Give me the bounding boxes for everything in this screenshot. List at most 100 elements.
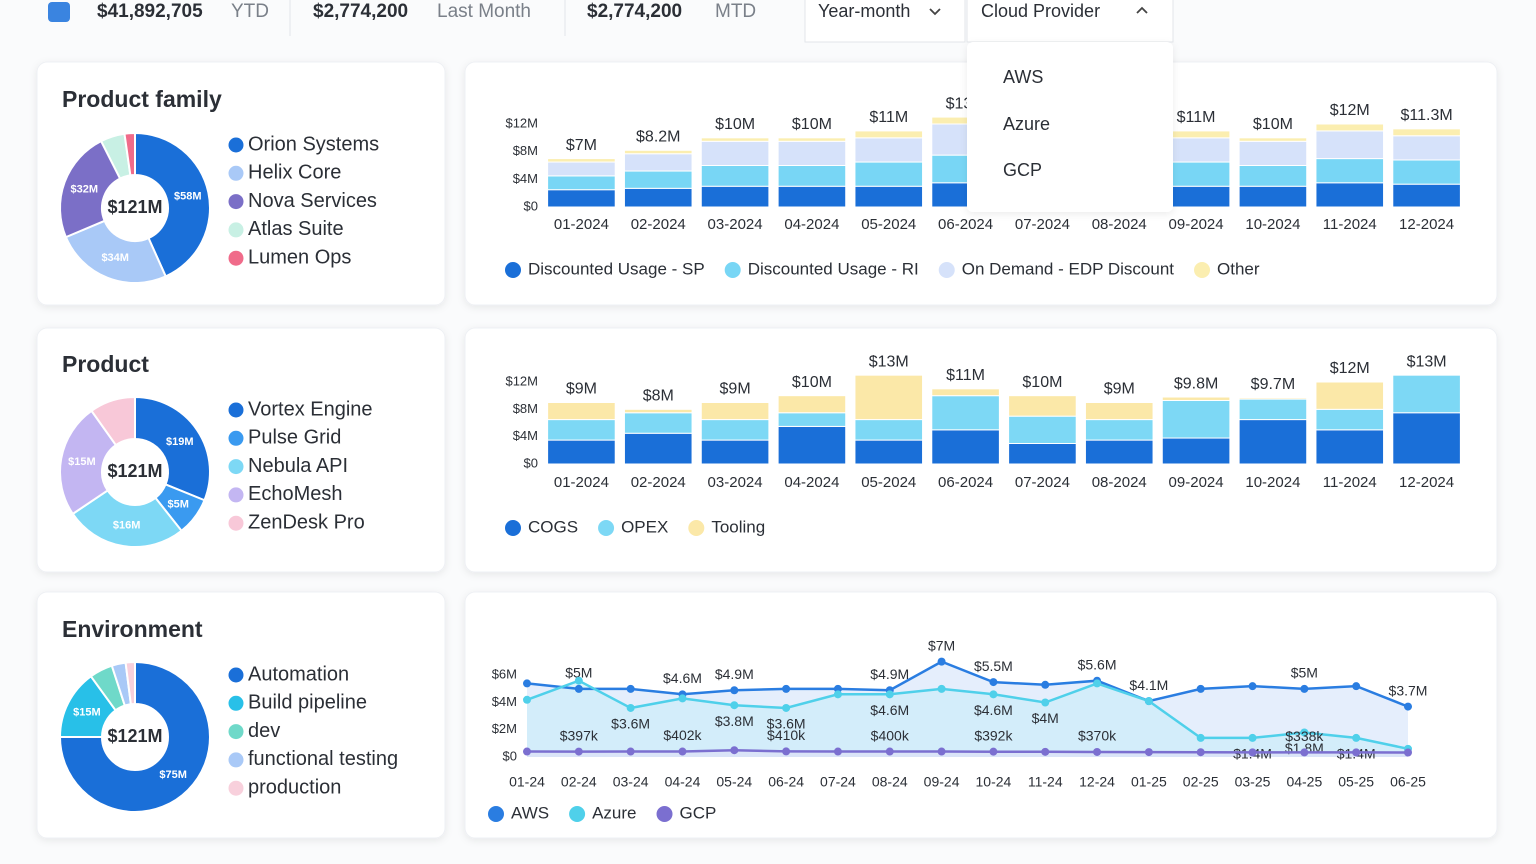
x-tick-label: 02-2024 (631, 474, 686, 491)
x-tick-label: 12-24 (1079, 774, 1115, 790)
legend-label: Vortex Engine (248, 398, 373, 420)
x-tick-label: 03-2024 (708, 216, 763, 233)
bar-segment (700, 439, 770, 465)
donut-slice (64, 219, 168, 284)
legend-marker (228, 194, 244, 210)
x-tick-label: 02-24 (561, 774, 597, 790)
total-label: $8M (643, 388, 674, 405)
bar-segment (700, 137, 770, 142)
menu-item[interactable]: AWS (1003, 67, 1043, 87)
line (526, 748, 1409, 754)
slice-label: $34M (101, 252, 129, 264)
point (1196, 748, 1205, 757)
legend-marker (505, 520, 521, 536)
x-tick-label: 04-2024 (784, 474, 839, 491)
bar-segment (1161, 161, 1231, 187)
legend-label: ZenDesk Pro (248, 511, 365, 533)
legend-marker (505, 262, 521, 278)
bar-segment (623, 408, 693, 414)
total-label: $11M (946, 367, 985, 384)
x-tick-label: 06-2024 (938, 474, 993, 491)
bar-segment (1084, 419, 1154, 441)
data-label: $4M (1032, 710, 1059, 726)
point (782, 747, 791, 756)
legend-marker (228, 752, 244, 768)
data-label: $4.9M (715, 666, 754, 682)
chevron[interactable] (1136, 6, 1148, 14)
point (574, 747, 583, 756)
bar-segment (931, 388, 1000, 397)
slice-label: $58M (174, 191, 202, 203)
slice-label: $15M (73, 706, 101, 718)
bar-segment (623, 432, 693, 465)
bar-segment (1238, 397, 1308, 400)
bar-segment (700, 165, 770, 187)
point (523, 679, 531, 688)
bar-segment (854, 439, 924, 465)
legend-label: dev (248, 720, 280, 742)
point (574, 684, 583, 693)
bar-segment (777, 137, 847, 142)
y-tick-label: $8M (513, 401, 538, 416)
total-label: $9.8M (1174, 375, 1218, 392)
select-label[interactable]: Cloud Provider (981, 1, 1100, 21)
bar-segment (1238, 140, 1308, 167)
slice-label: $15M (68, 456, 96, 468)
y-tick-label: $0 (524, 198, 538, 213)
x-tick-label: 11-2024 (1323, 474, 1377, 491)
x-tick-label: 01-2024 (554, 216, 609, 233)
bar-segment (1161, 137, 1231, 163)
bar-segment (1238, 398, 1308, 421)
bar-segment (1392, 135, 1461, 161)
point (1248, 733, 1257, 742)
x-tick-label: 12-2024 (1399, 474, 1454, 491)
menu-item[interactable]: GCP (1003, 160, 1042, 180)
dropdown-menu: AWS Azure GCP (967, 42, 1173, 212)
point (937, 684, 946, 693)
slice-label: $16M (113, 519, 141, 531)
legend-marker (228, 430, 244, 446)
slice-label: $32M (71, 183, 99, 195)
x-tick-label: 05-24 (716, 774, 752, 790)
slice-label: $5M (167, 498, 188, 510)
data-label: $4.6M (663, 670, 702, 686)
donut-slice (123, 131, 136, 177)
data-label: $392k (974, 727, 1013, 743)
y-tick-label: $6M (492, 667, 517, 682)
donut-slice (58, 660, 211, 813)
area (527, 750, 1408, 757)
select-box[interactable] (966, 0, 1174, 43)
menu-panel (967, 42, 1173, 212)
bar-segment (1161, 437, 1231, 465)
menu-item[interactable]: Azure (1003, 114, 1050, 134)
select-box[interactable] (804, 0, 966, 43)
total-label: $12M (1330, 102, 1370, 119)
legend-marker (228, 695, 244, 711)
x-tick-label: 08-2024 (1092, 216, 1147, 233)
legend-label: GCP (680, 803, 717, 822)
legend-label: production (248, 776, 341, 798)
x-tick-label: 05-2024 (861, 216, 916, 233)
year-month-select[interactable]: Year-month (804, 0, 966, 43)
point (989, 678, 998, 687)
total-label: $11.3M (1400, 107, 1452, 124)
cloud-provider-select[interactable]: Cloud Provider (966, 0, 1174, 43)
bar-segment (1008, 443, 1077, 465)
chevron[interactable] (929, 8, 941, 16)
point (885, 747, 894, 756)
donut-slice (71, 489, 183, 548)
bar-segment (1238, 137, 1308, 142)
select-label[interactable]: Year-month (818, 1, 910, 21)
x-tick-label: 08-24 (872, 774, 908, 790)
bar-segment (1315, 130, 1385, 160)
bar-segment (1238, 419, 1308, 465)
total-label: $10M (1253, 116, 1293, 133)
point (678, 747, 687, 756)
legend-marker (1194, 262, 1211, 278)
total-label: $9.7M (1251, 376, 1295, 393)
legend-label: On Demand - EDP Discount (962, 259, 1175, 278)
donut-slice (134, 395, 211, 502)
bar-segment (547, 161, 616, 177)
bar-segment (1084, 402, 1154, 421)
bar-segment (1161, 399, 1231, 439)
